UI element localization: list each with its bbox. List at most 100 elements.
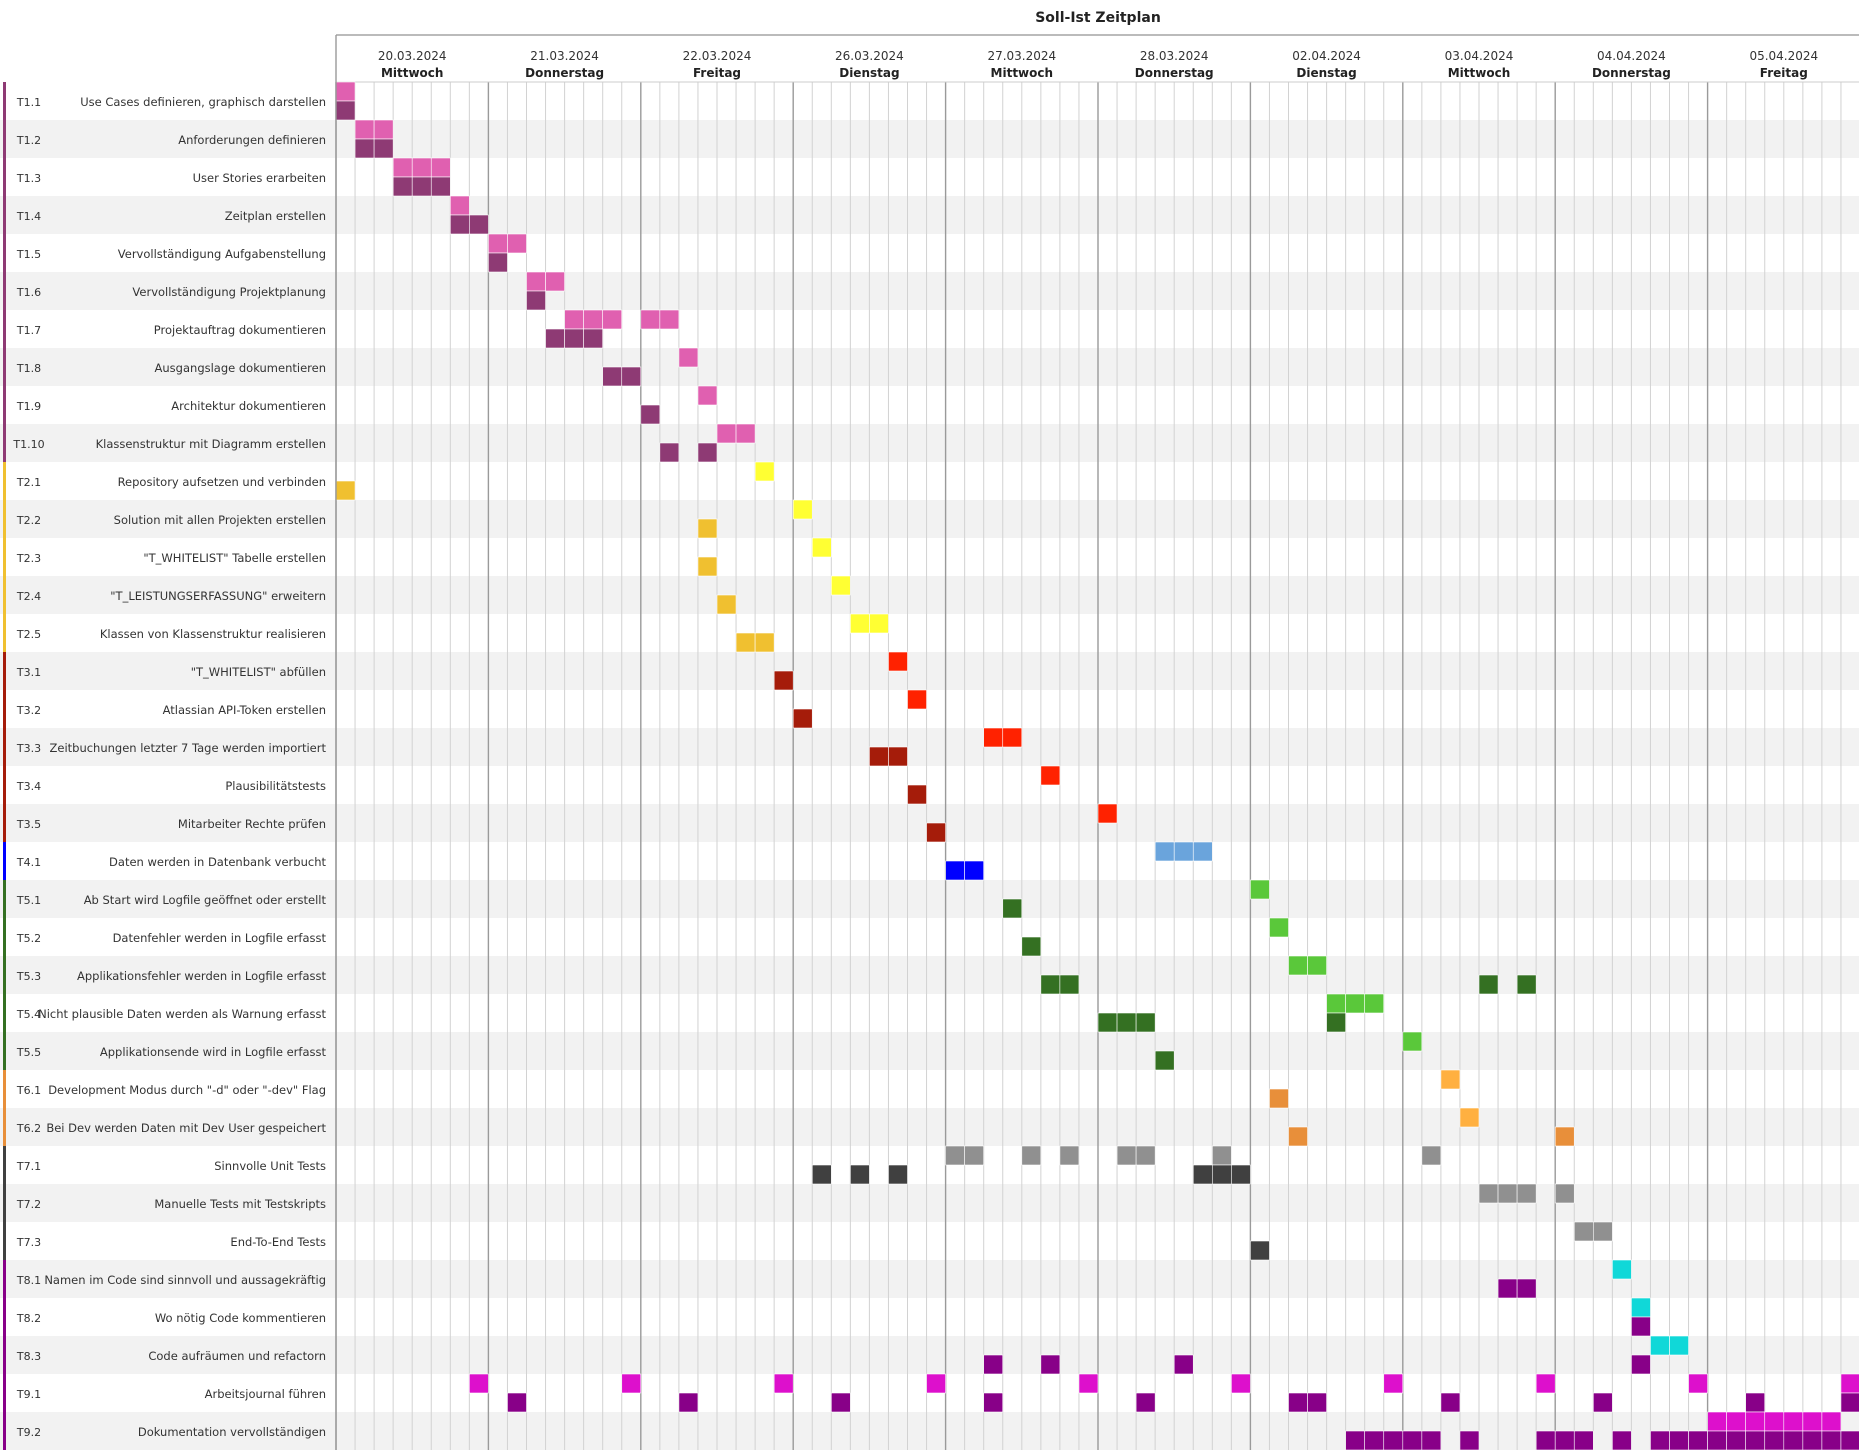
group-stripe: [3, 728, 6, 766]
actual-slot-block: [1250, 1240, 1270, 1261]
actual-slot-block: [1554, 1126, 1575, 1147]
planned-slot-block: [1345, 993, 1366, 1014]
actual-slot-block: [1783, 1430, 1804, 1451]
task-name-label: Klassenstruktur mit Diagramm erstellen: [96, 437, 326, 451]
group-stripe: [3, 462, 6, 500]
group-stripe: [3, 234, 6, 272]
actual-slot-block: [1288, 1126, 1308, 1147]
row-background: [0, 652, 1859, 690]
task-name-label: Namen im Code sind sinnvoll und aussagek…: [44, 1273, 326, 1287]
task-id-label: T8.3: [16, 1350, 41, 1363]
planned-slot-block: [1135, 1145, 1156, 1166]
actual-slot-block: [1478, 974, 1499, 995]
planned-slot-block: [983, 727, 1004, 748]
actual-slot-block: [1383, 1430, 1404, 1451]
planned-slot-block: [1421, 1145, 1442, 1166]
task-name-label: "T_WHITELIST" Tabelle erstellen: [143, 551, 326, 565]
actual-slot-block: [811, 1164, 832, 1185]
row-background: [0, 728, 1859, 766]
task-name-label: Repository aufsetzen und verbinden: [118, 475, 326, 489]
actual-slot-block: [716, 594, 737, 615]
planned-slot-block: [602, 309, 623, 330]
task-name-label: Mitarbeiter Rechte prüfen: [178, 817, 326, 831]
actual-slot-block: [830, 1392, 851, 1413]
group-stripe: [3, 1374, 6, 1412]
planned-slot-block: [1078, 1373, 1099, 1394]
actual-slot-block: [1535, 1430, 1556, 1451]
planned-slot-block: [1269, 917, 1289, 938]
task-id-label: T5.3: [16, 970, 41, 983]
group-stripe: [3, 1032, 6, 1070]
task-id-label: T1.6: [16, 286, 41, 299]
task-name-label: Wo nötig Code kommentieren: [155, 1311, 326, 1325]
actual-slot-block: [1631, 1354, 1651, 1375]
task-name-label: End-To-End Tests: [230, 1235, 326, 1249]
group-stripe: [3, 1412, 6, 1450]
planned-slot-block: [1326, 993, 1346, 1014]
group-stripe: [3, 690, 6, 728]
actual-slot-block: [373, 138, 394, 159]
actual-slot-block: [335, 100, 356, 121]
actual-slot-block: [1631, 1316, 1651, 1337]
group-stripe: [3, 880, 6, 918]
task-id-label: T2.1: [16, 476, 41, 489]
group-stripe: [3, 158, 6, 196]
actual-slot-block: [1231, 1164, 1251, 1185]
group-stripe: [3, 538, 6, 576]
task-name-label: User Stories erarbeiten: [193, 171, 326, 185]
task-id-label: T9.2: [16, 1426, 41, 1439]
task-id-label: T3.2: [16, 704, 41, 717]
actual-slot-block: [1021, 936, 1042, 957]
task-id-label: T2.2: [16, 514, 41, 527]
task-id-label: T7.1: [16, 1160, 41, 1173]
planned-slot-block: [888, 651, 908, 672]
planned-slot-block: [754, 461, 775, 482]
planned-slot-block: [1383, 1373, 1404, 1394]
row-background: [0, 120, 1859, 158]
actual-slot-block: [754, 632, 775, 653]
actual-slot-block: [1040, 1354, 1061, 1375]
day-date-label: 02.04.2024: [1292, 49, 1361, 63]
actual-slot-block: [1212, 1164, 1232, 1185]
task-id-label: T8.2: [16, 1312, 41, 1325]
planned-slot-block: [1707, 1411, 1727, 1432]
planned-slot-block: [392, 157, 413, 178]
actual-slot-block: [602, 366, 623, 387]
planned-slot-block: [1726, 1411, 1747, 1432]
actual-slot-block: [1516, 1278, 1537, 1299]
task-id-label: T7.3: [16, 1236, 41, 1249]
actual-slot-block: [1554, 1430, 1575, 1451]
actual-slot-block: [1802, 1430, 1823, 1451]
planned-slot-block: [1040, 765, 1061, 786]
task-name-label: Development Modus durch "-d" oder "-dev"…: [48, 1083, 326, 1097]
planned-slot-block: [926, 1373, 946, 1394]
planned-slot-block: [1497, 1183, 1518, 1204]
day-weekday-label: Donnerstag: [525, 66, 604, 80]
group-stripe: [3, 424, 6, 462]
planned-slot-block: [1097, 803, 1118, 824]
actual-slot-block: [1288, 1392, 1308, 1413]
group-stripe: [3, 614, 6, 652]
actual-slot-block: [583, 328, 604, 349]
task-id-label: T3.5: [16, 818, 41, 831]
day-date-label: 03.04.2024: [1445, 49, 1514, 63]
planned-slot-block: [792, 499, 813, 520]
group-stripe: [3, 918, 6, 956]
planned-slot-block: [526, 271, 546, 292]
task-id-label: T3.1: [16, 666, 41, 679]
planned-slot-block: [469, 1373, 489, 1394]
row-background: [0, 196, 1859, 234]
task-name-label: Klassen von Klassenstruktur realisieren: [100, 627, 326, 641]
planned-slot-block: [1612, 1259, 1632, 1280]
actual-slot-block: [1135, 1012, 1156, 1033]
planned-slot-block: [411, 157, 432, 178]
planned-slot-block: [488, 233, 508, 254]
planned-slot-block: [945, 1145, 965, 1166]
group-stripe: [3, 804, 6, 842]
actual-slot-block: [1840, 1392, 1859, 1413]
actual-slot-block: [888, 1164, 908, 1185]
actual-slot-block: [773, 670, 794, 691]
planned-slot-block: [850, 613, 870, 634]
planned-slot-block: [373, 119, 394, 140]
planned-slot-block: [716, 423, 737, 444]
